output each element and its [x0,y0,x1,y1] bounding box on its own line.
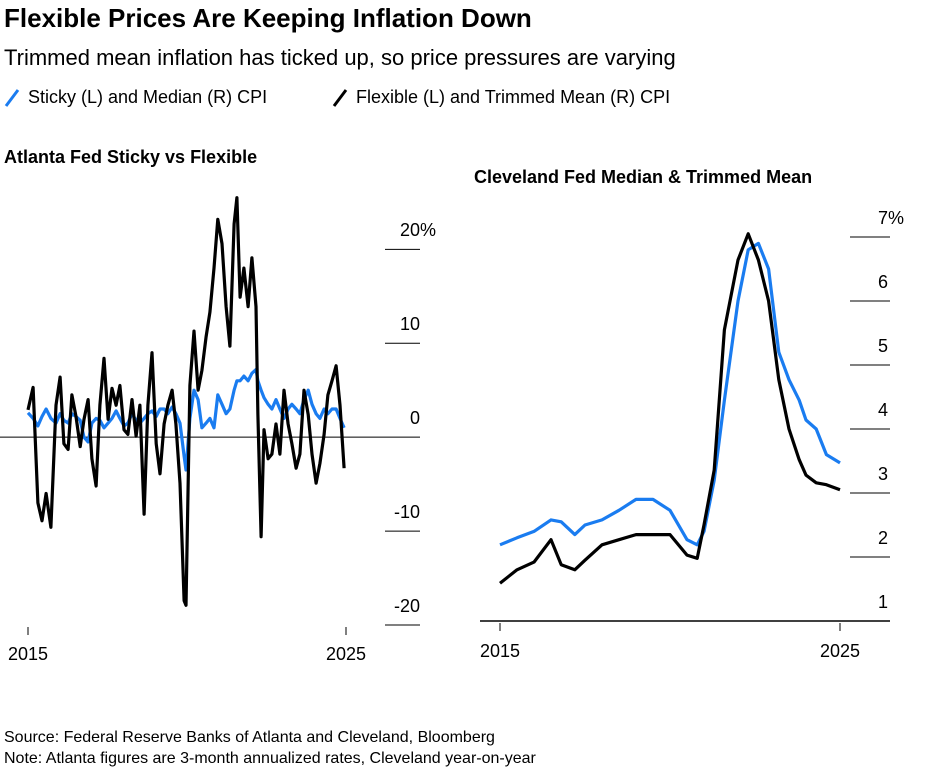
series-line [499,241,841,547]
y-tick-label: 1 [878,592,888,612]
legend-label: Flexible (L) and Trimmed Mean (R) CPI [356,87,670,107]
source: Source: Federal Reserve Banks of Atlanta… [4,729,495,746]
series-line [499,232,841,585]
x-tick-label: 2015 [480,641,520,661]
y-tick-label: 0 [410,408,420,428]
title: Flexible Prices Are Keeping Inflation Do… [4,3,532,33]
legend-swatch [4,89,20,107]
chart-title: Atlanta Fed Sticky vs Flexible [4,147,257,167]
y-tick-label: 20% [400,220,436,240]
y-tick-label: 7% [878,208,904,228]
legend-label: Sticky (L) and Median (R) CPI [28,87,267,107]
y-tick-label: -10 [394,502,420,522]
note: Note: Atlanta figures are 3-month annual… [4,750,537,767]
x-tick-label: 2025 [820,641,860,661]
y-tick-label: 5 [878,336,888,356]
x-tick-label: 2015 [8,644,48,664]
y-tick-label: 3 [878,464,888,484]
y-tick-label: 2 [878,528,888,548]
x-tick-label: 2025 [326,644,366,664]
subtitle: Trimmed mean inflation has ticked up, so… [4,45,676,70]
y-tick-label: -20 [394,596,420,616]
chart-title: Cleveland Fed Median & Trimmed Mean [474,167,812,187]
legend-swatch [332,89,348,107]
series-line [26,196,346,607]
y-tick-label: 10 [400,314,420,334]
y-tick-label: 6 [878,272,888,292]
y-tick-label: 4 [878,400,888,420]
